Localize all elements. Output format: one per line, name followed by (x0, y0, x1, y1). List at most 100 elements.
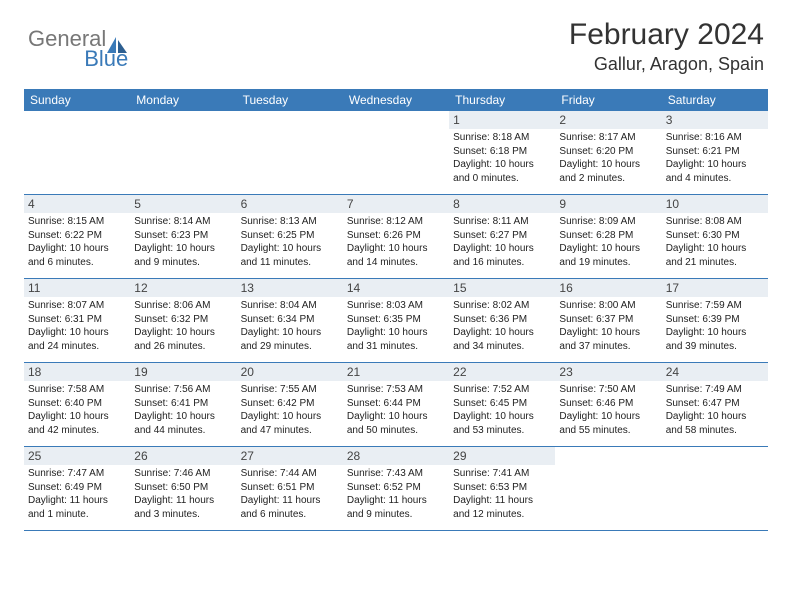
day-number: 16 (555, 279, 661, 297)
week-row: 25 Sunrise: 7:47 AMSunset: 6:49 PMDayligh… (24, 447, 768, 531)
sunset-line: Sunset: 6:40 PM (28, 397, 126, 411)
sunset-line: Sunset: 6:47 PM (666, 397, 764, 411)
day-number-strip: 19 (130, 363, 236, 381)
day-number: 28 (343, 447, 449, 465)
day-number: 11 (24, 279, 130, 297)
day-number-strip: 29 (449, 447, 555, 465)
title-block: February 2024 Gallur, Aragon, Spain (569, 18, 764, 75)
day-cell: 28Sunrise: 7:43 AMSunset: 6:52 PMDayligh… (343, 447, 449, 530)
day-cell: 25 Sunrise: 7:47 AMSunset: 6:49 PMDayligh… (24, 447, 130, 530)
day-info: Sunrise: 7:41 AMSunset: 6:53 PMDaylight:… (449, 467, 555, 525)
day-info: Sunrise: 7:50 AMSunset: 6:46 PMDaylight:… (555, 383, 661, 441)
day-info: Sunrise: 8:14 AMSunset: 6:23 PMDaylight:… (130, 215, 236, 273)
daylight-line: Daylight: 10 hours and 37 minutes. (559, 326, 657, 353)
sunrise-line: Sunrise: 7:50 AM (559, 383, 657, 397)
day-number-strip: 10 (662, 195, 768, 213)
day-cell: 24 Sunrise: 7:49 AMSunset: 6:47 PMDayligh… (662, 363, 768, 446)
daylight-line: Daylight: 10 hours and 39 minutes. (666, 326, 764, 353)
day-cell: 15Sunrise: 8:02 AMSunset: 6:36 PMDayligh… (449, 279, 555, 362)
daylight-line: Daylight: 10 hours and 55 minutes. (559, 410, 657, 437)
day-cell: 2Sunrise: 8:17 AMSunset: 6:20 PMDaylight… (555, 111, 661, 194)
day-cell: 21Sunrise: 7:53 AMSunset: 6:44 PMDayligh… (343, 363, 449, 446)
sunset-line: Sunset: 6:50 PM (134, 481, 232, 495)
calendar: SundayMondayTuesdayWednesdayThursdayFrid… (24, 89, 768, 531)
daylight-line: Daylight: 10 hours and 14 minutes. (347, 242, 445, 269)
day-info: Sunrise: 8:12 AMSunset: 6:26 PMDaylight:… (343, 215, 449, 273)
location-label: Gallur, Aragon, Spain (569, 54, 764, 75)
sunset-line: Sunset: 6:28 PM (559, 229, 657, 243)
daylight-line: Daylight: 10 hours and 16 minutes. (453, 242, 551, 269)
day-cell: 11 Sunrise: 8:07 AMSunset: 6:31 PMDayligh… (24, 279, 130, 362)
day-number-strip: 14 (343, 279, 449, 297)
day-number: 12 (130, 279, 236, 297)
day-header-wednesday: Wednesday (343, 89, 449, 111)
day-cell: 5Sunrise: 8:14 AMSunset: 6:23 PMDaylight… (130, 195, 236, 278)
day-info: Sunrise: 7:47 AMSunset: 6:49 PMDaylight:… (24, 467, 130, 525)
day-info: Sunrise: 8:07 AMSunset: 6:31 PMDaylight:… (24, 299, 130, 357)
day-header-row: SundayMondayTuesdayWednesdayThursdayFrid… (24, 89, 768, 111)
day-number-strip: 4 (24, 195, 130, 213)
day-info: Sunrise: 8:04 AMSunset: 6:34 PMDaylight:… (237, 299, 343, 357)
sunrise-line: Sunrise: 8:08 AM (666, 215, 764, 229)
day-number-strip: 12 (130, 279, 236, 297)
sunrise-line: Sunrise: 8:18 AM (453, 131, 551, 145)
day-info: Sunrise: 7:46 AMSunset: 6:50 PMDaylight:… (130, 467, 236, 525)
sunrise-line: Sunrise: 8:02 AM (453, 299, 551, 313)
day-number: 25 (24, 447, 130, 465)
day-number-strip: 3 (662, 111, 768, 129)
day-cell: 12 Sunrise: 8:06 AMSunset: 6:32 PMDayligh… (130, 279, 236, 362)
day-cell: 6Sunrise: 8:13 AMSunset: 6:25 PMDaylight… (237, 195, 343, 278)
daylight-line: Daylight: 11 hours and 3 minutes. (134, 494, 232, 521)
day-cell: 26Sunrise: 7:46 AMSunset: 6:50 PMDayligh… (130, 447, 236, 530)
sunset-line: Sunset: 6:53 PM (453, 481, 551, 495)
day-info: Sunrise: 8:06 AMSunset: 6:32 PMDaylight:… (130, 299, 236, 357)
daylight-line: Daylight: 10 hours and 42 minutes. (28, 410, 126, 437)
sunrise-line: Sunrise: 8:13 AM (241, 215, 339, 229)
day-number-strip: 9 (555, 195, 661, 213)
day-number: 20 (237, 363, 343, 381)
day-info: Sunrise: 8:00 AMSunset: 6:37 PMDaylight:… (555, 299, 661, 357)
week-row: 18Sunrise: 7:58 AMSunset: 6:40 PMDayligh… (24, 363, 768, 447)
day-info: Sunrise: 8:17 AMSunset: 6:20 PMDaylight:… (555, 131, 661, 189)
day-header-saturday: Saturday (662, 89, 768, 111)
week-row: 11 Sunrise: 8:07 AMSunset: 6:31 PMDayligh… (24, 279, 768, 363)
logo: GeneralBlue (28, 26, 128, 72)
sunrise-line: Sunrise: 8:09 AM (559, 215, 657, 229)
day-number-strip: 28 (343, 447, 449, 465)
day-number-strip: 27 (237, 447, 343, 465)
day-number: 29 (449, 447, 555, 465)
day-number: 18 (24, 363, 130, 381)
sunrise-line: Sunrise: 8:07 AM (28, 299, 126, 313)
sunset-line: Sunset: 6:20 PM (559, 145, 657, 159)
sunrise-line: Sunrise: 7:44 AM (241, 467, 339, 481)
day-number: 3 (662, 111, 768, 129)
sunset-line: Sunset: 6:41 PM (134, 397, 232, 411)
sunset-line: Sunset: 6:46 PM (559, 397, 657, 411)
day-number: 24 (662, 363, 768, 381)
day-info: Sunrise: 7:49 AMSunset: 6:47 PMDaylight:… (662, 383, 768, 441)
day-info: Sunrise: 7:53 AMSunset: 6:44 PMDaylight:… (343, 383, 449, 441)
day-cell: 17Sunrise: 7:59 AMSunset: 6:39 PMDayligh… (662, 279, 768, 362)
day-info: Sunrise: 7:59 AMSunset: 6:39 PMDaylight:… (662, 299, 768, 357)
sunrise-line: Sunrise: 8:11 AM (453, 215, 551, 229)
sunset-line: Sunset: 6:32 PM (134, 313, 232, 327)
day-number: 4 (24, 195, 130, 213)
sunset-line: Sunset: 6:36 PM (453, 313, 551, 327)
day-number-strip: 16 (555, 279, 661, 297)
daylight-line: Daylight: 10 hours and 21 minutes. (666, 242, 764, 269)
day-cell: 14Sunrise: 8:03 AMSunset: 6:35 PMDayligh… (343, 279, 449, 362)
week-row: 1Sunrise: 8:18 AMSunset: 6:18 PMDaylight… (24, 111, 768, 195)
daylight-line: Daylight: 10 hours and 19 minutes. (559, 242, 657, 269)
day-number-strip: 20 (237, 363, 343, 381)
day-cell: 4Sunrise: 8:15 AMSunset: 6:22 PMDaylight… (24, 195, 130, 278)
daylight-line: Daylight: 10 hours and 26 minutes. (134, 326, 232, 353)
day-number: 27 (237, 447, 343, 465)
day-number: 22 (449, 363, 555, 381)
day-number: 7 (343, 195, 449, 213)
sunset-line: Sunset: 6:27 PM (453, 229, 551, 243)
day-number: 14 (343, 279, 449, 297)
day-number: 15 (449, 279, 555, 297)
daylight-line: Daylight: 10 hours and 24 minutes. (28, 326, 126, 353)
sunrise-line: Sunrise: 7:58 AM (28, 383, 126, 397)
day-cell: 3Sunrise: 8:16 AMSunset: 6:21 PMDaylight… (662, 111, 768, 194)
